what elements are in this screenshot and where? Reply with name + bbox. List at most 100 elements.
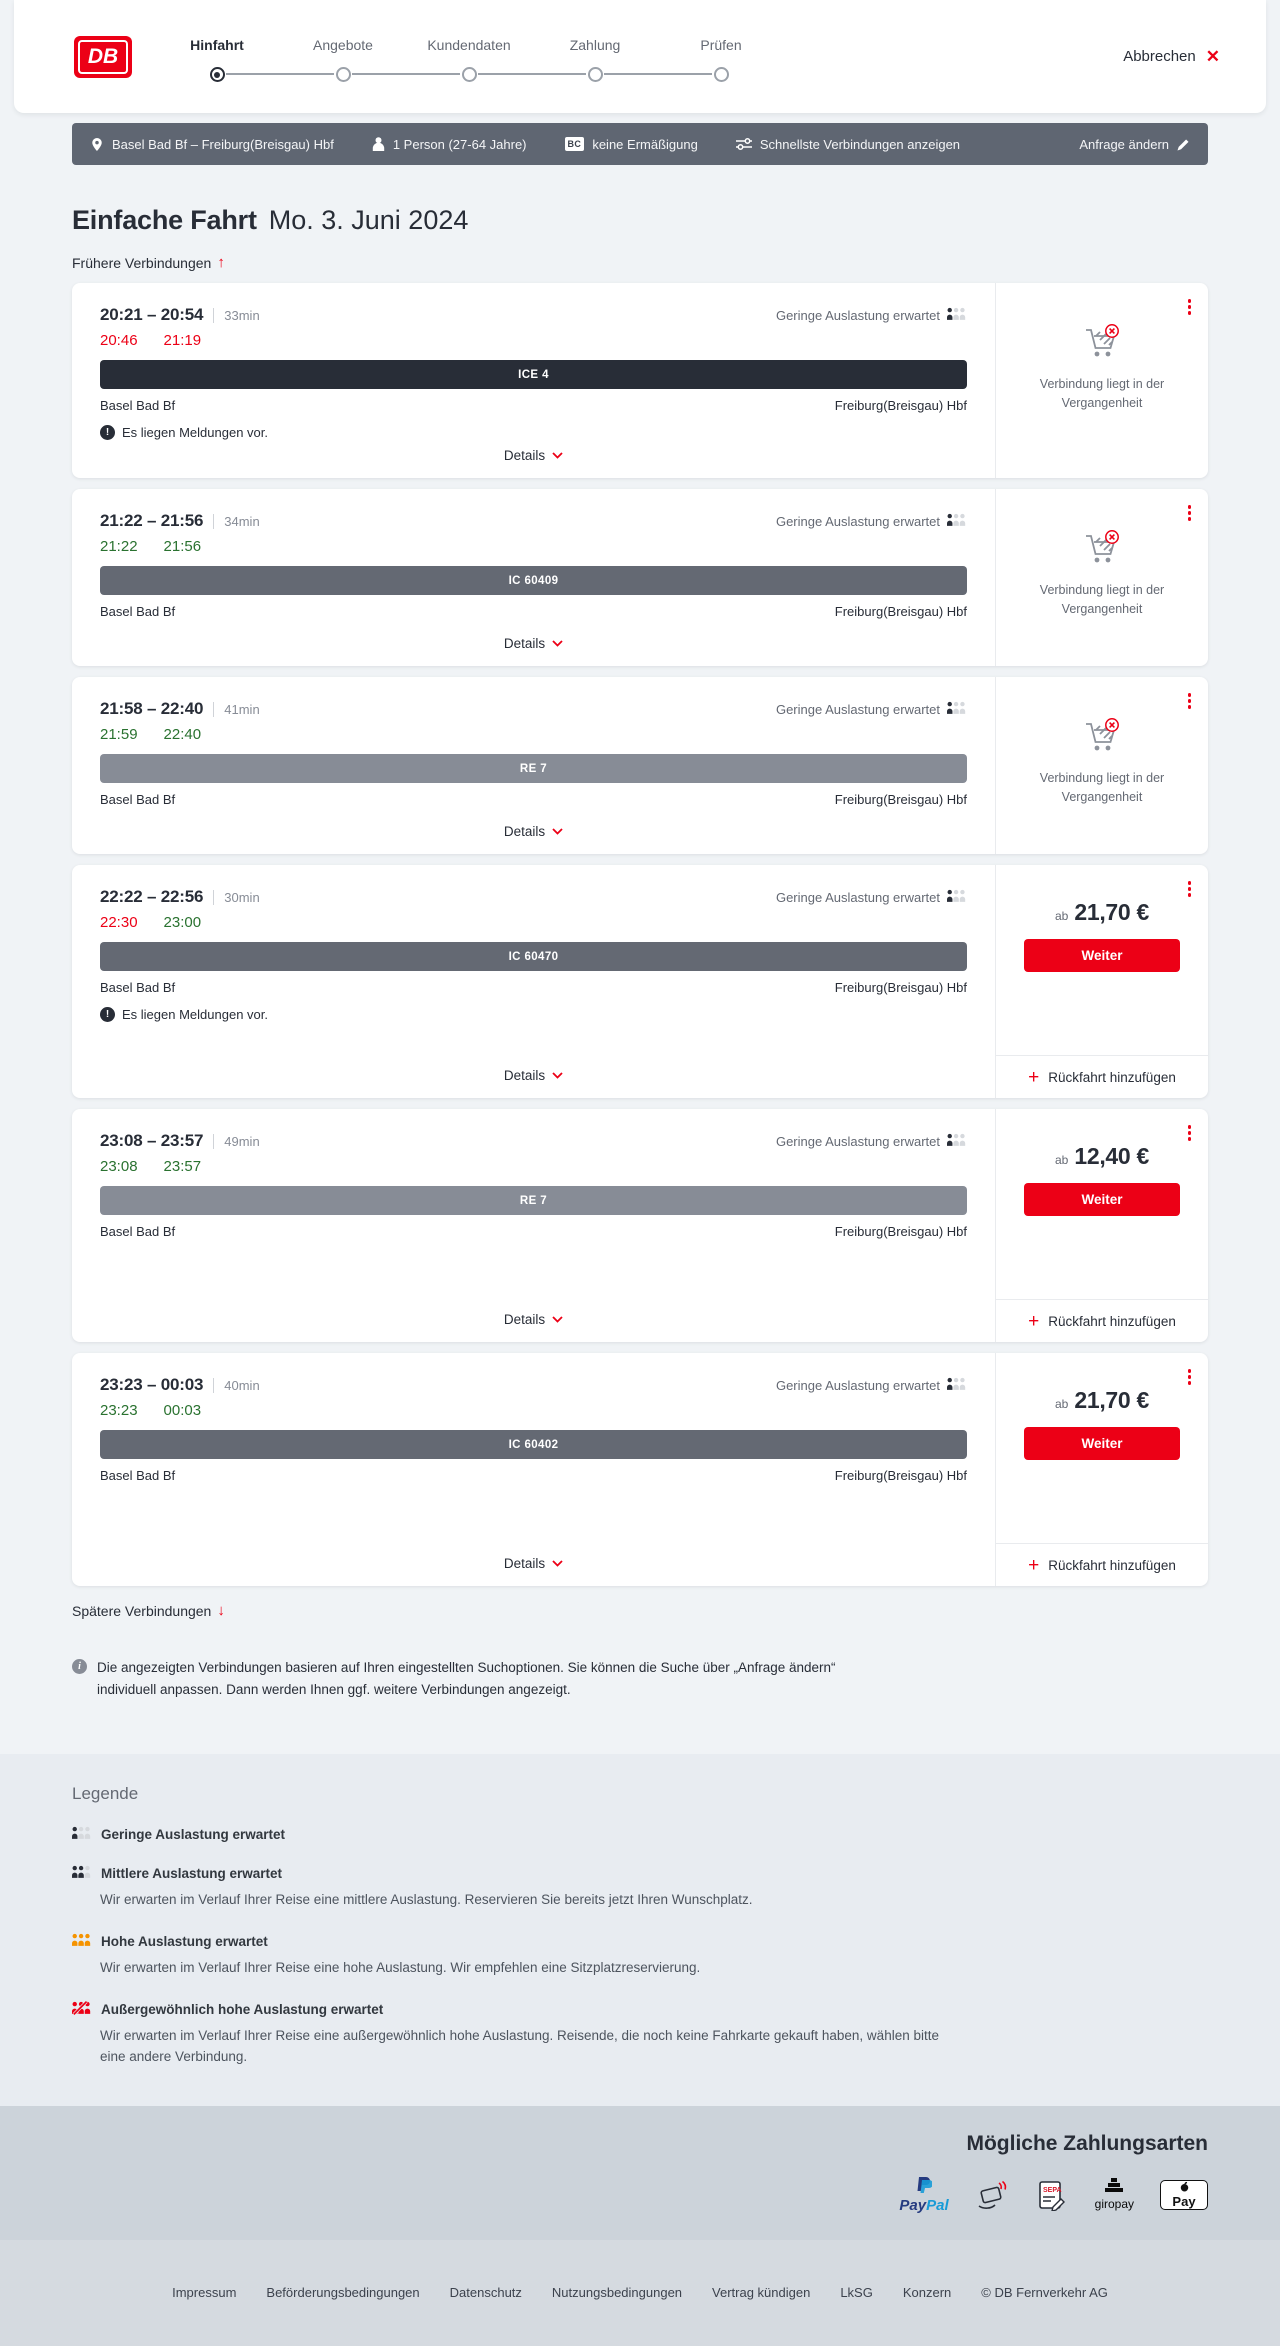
connection-card: 23:23 – 00:03 40min Geringe Auslastung e… xyxy=(72,1353,1208,1586)
continue-button[interactable]: Weiter xyxy=(1024,1427,1180,1460)
stepper-step[interactable]: Hinfahrt xyxy=(154,37,334,82)
messages-label: Es liegen Meldungen vor. xyxy=(122,425,268,440)
connection-main: 22:22 – 22:56 30min Geringe Auslastung e… xyxy=(72,865,995,1098)
add-return-button[interactable]: + Rückfahrt hinzufügen xyxy=(996,1543,1208,1586)
connection-side: Verbindung liegt in der Vergangenheit xyxy=(995,283,1208,478)
results-section: Basel Bad Bf – Freiburg(Breisgau) Hbf 1 … xyxy=(0,113,1280,1754)
continue-button[interactable]: Weiter xyxy=(1024,939,1180,972)
cart-crossed-icon xyxy=(1086,718,1119,751)
details-button[interactable]: Details xyxy=(500,1304,567,1329)
price-value: 21,70 € xyxy=(1074,1387,1149,1413)
occupancy-persons-icon xyxy=(947,513,967,530)
giropay-logo: giropay xyxy=(1095,2178,1134,2211)
cancel-button[interactable]: Abbrechen ✕ xyxy=(1123,47,1220,67)
legend-item: Hohe Auslastung erwartet Wir erwarten im… xyxy=(72,1933,1208,1979)
stepper-step[interactable]: Angebote xyxy=(280,37,460,82)
stepper-step-dot xyxy=(713,67,729,82)
train-line-bar[interactable]: IC 60409 xyxy=(100,566,967,595)
origin-station: Basel Bad Bf xyxy=(100,604,176,619)
past-connection-label: Verbindung liegt in der Vergangenheit xyxy=(1039,771,1165,804)
summary-discount: BC keine Ermäßigung xyxy=(564,137,698,152)
results-heading: Einfache Fahrt Mo. 3. Juni 2024 xyxy=(72,205,1208,236)
train-line-bar[interactable]: RE 7 xyxy=(100,1186,967,1215)
connection-side: Verbindung liegt in der Vergangenheit xyxy=(995,677,1208,854)
later-connections-link[interactable]: Spätere Verbindungen ↓ xyxy=(72,1602,225,1619)
kebab-menu-icon[interactable] xyxy=(1184,501,1196,525)
arrow-up-icon: ↑ xyxy=(217,254,225,271)
occupancy-info: Geringe Auslastung erwartet xyxy=(776,889,967,906)
duration: 30min xyxy=(213,889,260,905)
stepper: Hinfahrt Angebote Kundendaten Zahlung Pr… xyxy=(154,31,784,82)
past-connection-block: Verbindung liegt in der Vergangenheit xyxy=(996,283,1208,431)
footer-link[interactable]: Vertrag kündigen xyxy=(712,2285,811,2301)
booking-header: DB Hinfahrt Angebote Kundendaten Zahlung… xyxy=(14,0,1266,113)
occupancy-persons-icon xyxy=(72,1865,92,1882)
footer-link[interactable]: LkSG xyxy=(840,2285,873,2301)
connection-side: Verbindung liegt in der Vergangenheit xyxy=(995,489,1208,666)
occupancy-persons-icon xyxy=(72,1826,92,1843)
fastest-connections-label: Schnellste Verbindungen anzeigen xyxy=(759,136,961,152)
footer-link[interactable]: Nutzungsbedingungen xyxy=(551,2285,683,2301)
connections-list: 20:21 – 20:54 33min Geringe Auslastung e… xyxy=(72,283,1208,1586)
occupancy-persons-icon xyxy=(947,889,967,906)
chevron-down-icon xyxy=(552,1316,563,1323)
add-return-label: Rückfahrt hinzufügen xyxy=(1048,1069,1176,1085)
payment-title: Mögliche Zahlungsarten xyxy=(966,2131,1208,2155)
destination-station: Freiburg(Breisgau) Hbf xyxy=(834,398,967,413)
legend-item: Mittlere Auslastung erwartet Wir erwarte… xyxy=(72,1865,1208,1911)
legend-items: Geringe Auslastung erwartet Mittlere Aus… xyxy=(72,1826,1208,2068)
past-connection-block: Verbindung liegt in der Vergangenheit xyxy=(996,489,1208,637)
stepper-step[interactable]: Kundendaten xyxy=(406,37,586,82)
occupancy-label: Geringe Auslastung erwartet xyxy=(775,513,940,529)
train-line-bar[interactable]: ICE 4 xyxy=(100,360,967,389)
earlier-connections-link[interactable]: Frühere Verbindungen ↑ xyxy=(72,254,225,271)
plus-icon: + xyxy=(1028,1310,1040,1332)
continue-button[interactable]: Weiter xyxy=(1024,1183,1180,1216)
train-line-bar[interactable]: IC 60470 xyxy=(100,942,967,971)
price-value: 12,40 € xyxy=(1074,1143,1149,1169)
footer-link[interactable]: Datenschutz xyxy=(449,2285,522,2301)
actual-departure-time: 23:23 xyxy=(100,1402,138,1419)
footer-link[interactable]: Impressum xyxy=(172,2285,237,2301)
details-label: Details xyxy=(503,1312,546,1327)
change-request-button[interactable]: Anfrage ändern xyxy=(1079,137,1190,152)
destination-station: Freiburg(Breisgau) Hbf xyxy=(834,604,967,619)
chevron-down-icon xyxy=(552,452,563,459)
stepper-step-label: Angebote xyxy=(313,37,373,53)
kebab-menu-icon[interactable] xyxy=(1184,689,1196,713)
occupancy-info: Geringe Auslastung erwartet xyxy=(776,1377,967,1394)
actual-departure-time: 23:08 xyxy=(100,1158,138,1175)
arrow-down-icon: ↓ xyxy=(217,1602,225,1619)
occupancy-info: Geringe Auslastung erwartet xyxy=(776,307,967,324)
kebab-menu-icon[interactable] xyxy=(1184,295,1196,319)
occupancy-label: Geringe Auslastung erwartet xyxy=(775,1133,940,1149)
footer-link[interactable]: Konzern xyxy=(902,2285,952,2301)
db-logo[interactable]: DB xyxy=(74,35,132,78)
payment-methods: PayPal SEPA giropay Pay xyxy=(899,2176,1208,2214)
train-line-bar[interactable]: IC 60402 xyxy=(100,1430,967,1459)
details-button[interactable]: Details xyxy=(500,1548,567,1573)
fastest-connections-toggle[interactable]: Schnellste Verbindungen anzeigen xyxy=(735,136,961,152)
add-return-button[interactable]: + Rückfahrt hinzufügen xyxy=(996,1299,1208,1342)
scheduled-times: 23:23 – 00:03 xyxy=(100,1375,204,1394)
stepper-step[interactable]: Zahlung xyxy=(532,37,712,82)
duration: 33min xyxy=(213,307,260,323)
actual-arrival-time: 21:56 xyxy=(163,538,202,555)
train-line-bar[interactable]: RE 7 xyxy=(100,754,967,783)
footer-link[interactable]: Beförderungsbedingungen xyxy=(266,2285,420,2301)
stepper-step[interactable]: Prüfen xyxy=(658,37,784,82)
details-button[interactable]: Details xyxy=(500,1060,567,1085)
kebab-menu-icon[interactable] xyxy=(1184,877,1196,901)
details-button[interactable]: Details xyxy=(500,628,567,653)
actual-arrival-time: 23:00 xyxy=(163,914,202,931)
add-return-button[interactable]: + Rückfahrt hinzufügen xyxy=(996,1055,1208,1098)
price-from-label: ab xyxy=(1055,1397,1069,1411)
kebab-menu-icon[interactable] xyxy=(1184,1121,1196,1145)
legend-item-title: Geringe Auslastung erwartet xyxy=(101,1827,286,1843)
person-icon xyxy=(372,137,385,151)
details-button[interactable]: Details xyxy=(500,440,567,465)
kebab-menu-icon[interactable] xyxy=(1184,1365,1196,1389)
messages-label: Es liegen Meldungen vor. xyxy=(122,1007,268,1022)
duration: 34min xyxy=(213,513,260,529)
details-button[interactable]: Details xyxy=(500,816,567,841)
